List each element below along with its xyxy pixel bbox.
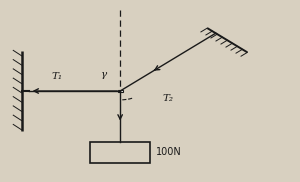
Text: T₂: T₂ xyxy=(162,94,173,103)
Text: T₁: T₁ xyxy=(52,72,63,81)
Bar xyxy=(118,90,122,92)
Bar xyxy=(90,142,150,163)
Text: 100N: 100N xyxy=(156,147,182,157)
Text: γ: γ xyxy=(100,70,107,79)
